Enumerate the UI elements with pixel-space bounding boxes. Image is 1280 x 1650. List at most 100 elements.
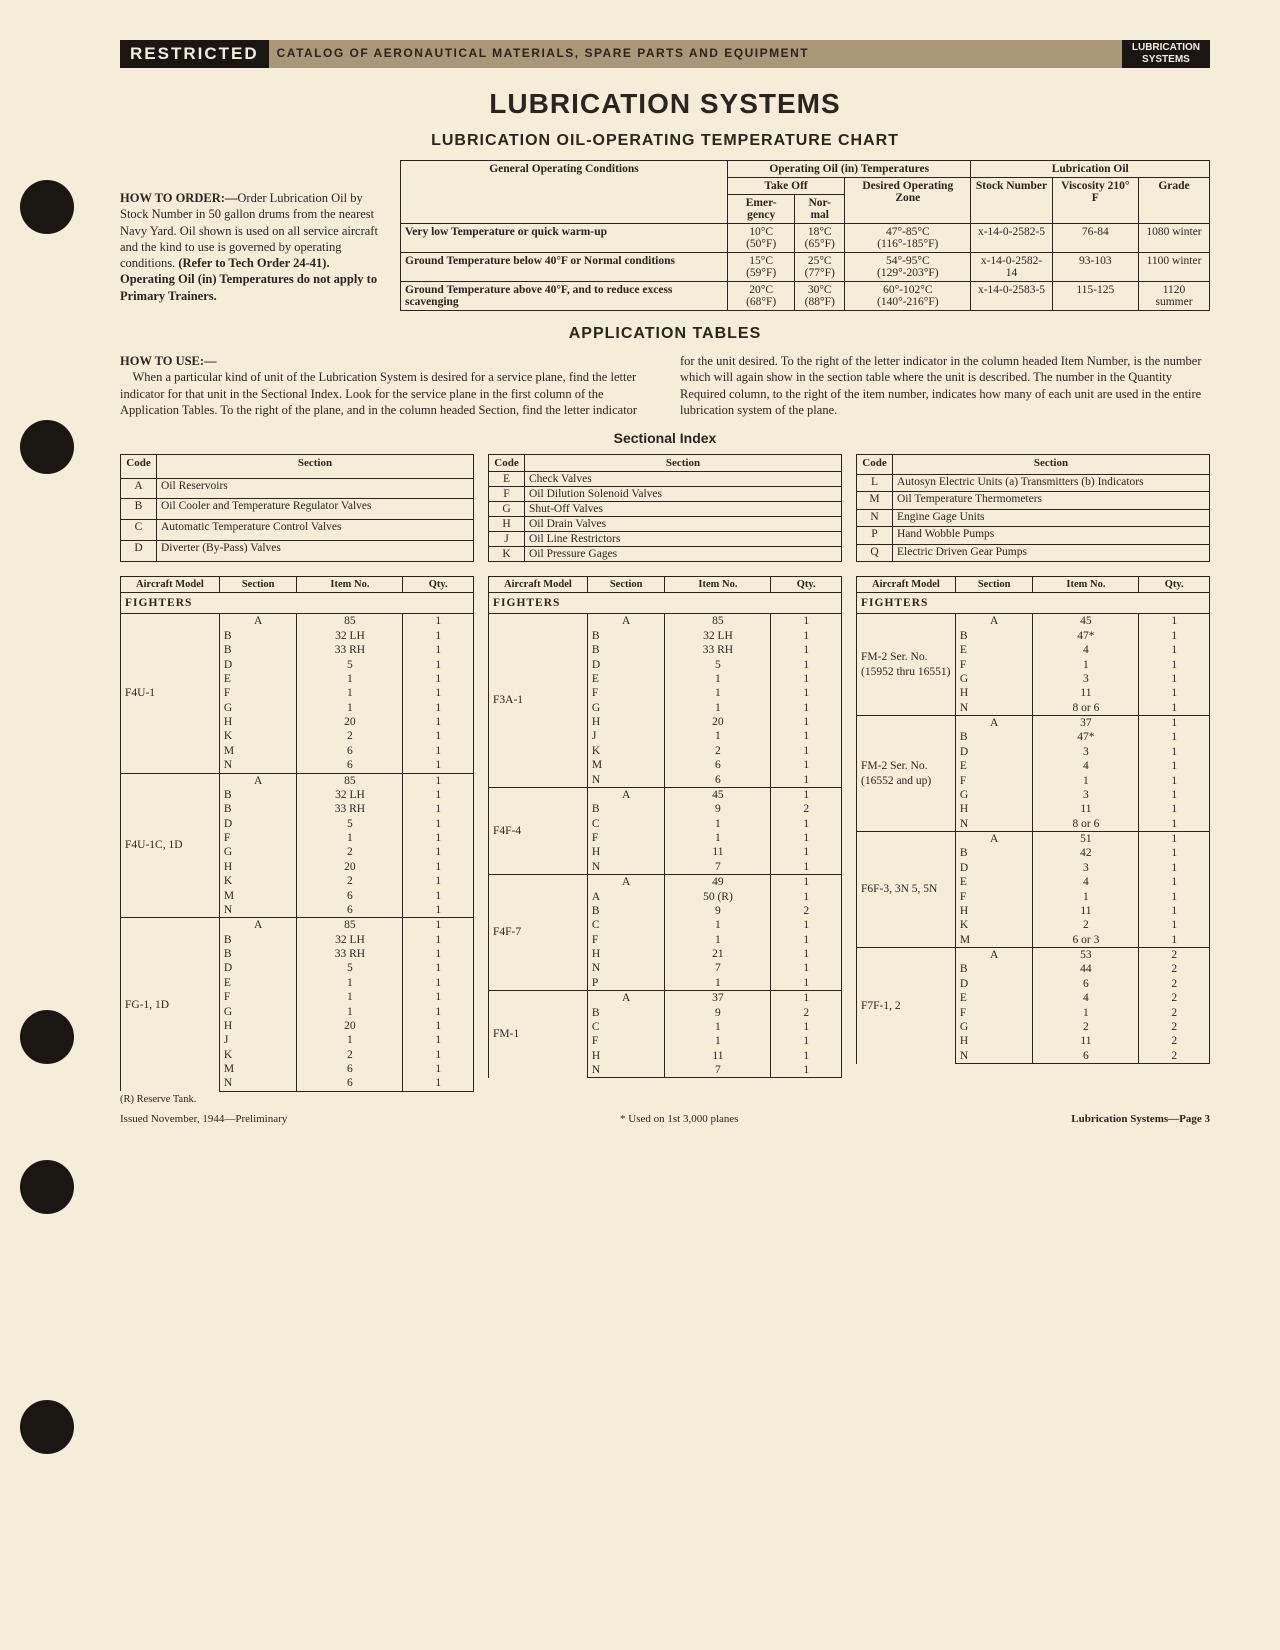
app-item: 2 [665, 744, 771, 758]
app-item: 1 [297, 976, 403, 990]
app-qty: 1 [1139, 817, 1210, 832]
app-item: 9 [665, 1006, 771, 1020]
app-qty: 1 [771, 860, 842, 875]
app-item: 21 [665, 947, 771, 961]
app-qty: 1 [771, 729, 842, 743]
app-qty: 1 [403, 658, 474, 672]
app-item: 1 [297, 672, 403, 686]
app-item: 20 [665, 715, 771, 729]
si-section: Oil Drain Valves [525, 517, 842, 532]
app-section: N [587, 1063, 665, 1078]
app-qty: 1 [1139, 759, 1210, 773]
si-code: N [857, 509, 893, 526]
app-item: 6 [1033, 977, 1139, 991]
si-section: Oil Temperature Thermometers [893, 492, 1210, 509]
app-section: A [587, 890, 665, 904]
app-qty: 1 [403, 845, 474, 859]
app-qty: 1 [771, 629, 842, 643]
app-item: 6 [665, 773, 771, 788]
si-code: B [121, 499, 157, 520]
app-item: 1 [665, 918, 771, 932]
app-qty: 1 [1139, 788, 1210, 802]
app-section: N [219, 758, 297, 773]
app-item: 85 [297, 614, 403, 629]
app-item: 7 [665, 1063, 771, 1078]
issued-date: Issued November, 1944—Preliminary [120, 1113, 287, 1125]
app-item: 44 [1033, 962, 1139, 976]
app-qty: 1 [1139, 861, 1210, 875]
temp-zone: 47°-85°C(116°-185°F) [845, 224, 971, 253]
si-section: Oil Line Restrictors [525, 532, 842, 547]
app-qty: 1 [403, 1076, 474, 1091]
app-section: H [219, 860, 297, 874]
app-item: 2 [297, 1048, 403, 1062]
app-section: E [219, 976, 297, 990]
temp-visc: 76-84 [1052, 224, 1138, 253]
app-item: 37 [665, 991, 771, 1006]
application-tables: Aircraft ModelSectionItem No.Qty.FIGHTER… [120, 576, 1210, 1092]
app-section: D [955, 977, 1033, 991]
app-section: B [587, 904, 665, 918]
app-section: H [587, 845, 665, 859]
app-section: A [587, 991, 665, 1006]
app-item: 1 [665, 831, 771, 845]
app-section: F [587, 686, 665, 700]
si-code: E [489, 472, 525, 487]
application-table: Aircraft ModelSectionItem No.Qty.FIGHTER… [488, 576, 842, 1078]
app-section: C [587, 1020, 665, 1034]
app-qty: 1 [771, 614, 842, 629]
app-qty: 1 [403, 672, 474, 686]
app-item: 51 [1033, 832, 1139, 847]
si-section: Oil Cooler and Temperature Regulator Val… [157, 499, 474, 520]
app-section: D [219, 817, 297, 831]
app-item: 5 [665, 658, 771, 672]
app-section: B [587, 802, 665, 816]
app-item: 2 [297, 729, 403, 743]
app-item: 1 [665, 1034, 771, 1048]
app-qty: 2 [1139, 991, 1210, 1005]
app-qty: 1 [1139, 701, 1210, 716]
app-qty: 1 [403, 1062, 474, 1076]
si-code: M [857, 492, 893, 509]
app-qty: 2 [1139, 948, 1210, 963]
app-qty: 1 [771, 831, 842, 845]
si-code: L [857, 474, 893, 491]
app-qty: 1 [1139, 672, 1210, 686]
app-item: 1 [665, 933, 771, 947]
temp-normal: 30°C(88°F) [795, 282, 845, 311]
app-qty: 1 [1139, 643, 1210, 657]
temp-emer: 10°C(50°F) [728, 224, 795, 253]
app-qty: 1 [403, 773, 474, 788]
app-item: 6 [297, 758, 403, 773]
app-qty: 2 [1139, 977, 1210, 991]
app-section: E [955, 875, 1033, 889]
app-section: B [219, 947, 297, 961]
app-item: 45 [665, 787, 771, 802]
app-qty: 2 [1139, 1034, 1210, 1048]
app-item: 1 [297, 701, 403, 715]
app-qty: 1 [771, 991, 842, 1006]
app-section: H [219, 1019, 297, 1033]
app-section: D [219, 961, 297, 975]
footnote-star: * Used on 1st 3,000 planes [620, 1113, 739, 1125]
app-qty: 1 [403, 918, 474, 933]
app-section: K [219, 729, 297, 743]
app-section: G [219, 845, 297, 859]
app-item: 11 [1033, 686, 1139, 700]
app-qty: 1 [403, 860, 474, 874]
app-item: 9 [665, 904, 771, 918]
app-item: 45 [1033, 614, 1139, 629]
app-item: 20 [297, 715, 403, 729]
category-header: FIGHTERS [857, 593, 1210, 614]
app-section: A [955, 948, 1033, 963]
app-qty: 2 [1139, 1049, 1210, 1064]
sectional-index-table: CodeSectionAOil ReservoirsBOil Cooler an… [120, 454, 474, 562]
app-item: 37 [1033, 716, 1139, 731]
header-bar: RESTRICTED CATALOG OF AERONAUTICAL MATER… [120, 40, 1210, 68]
app-qty: 1 [403, 744, 474, 758]
app-qty: 1 [403, 961, 474, 975]
app-section: G [219, 1005, 297, 1019]
catalog-title: CATALOG OF AERONAUTICAL MATERIALS, SPARE… [269, 40, 1122, 68]
application-table: Aircraft ModelSectionItem No.Qty.FIGHTER… [856, 576, 1210, 1064]
temp-condition: Very low Temperature or quick warm-up [401, 224, 728, 253]
